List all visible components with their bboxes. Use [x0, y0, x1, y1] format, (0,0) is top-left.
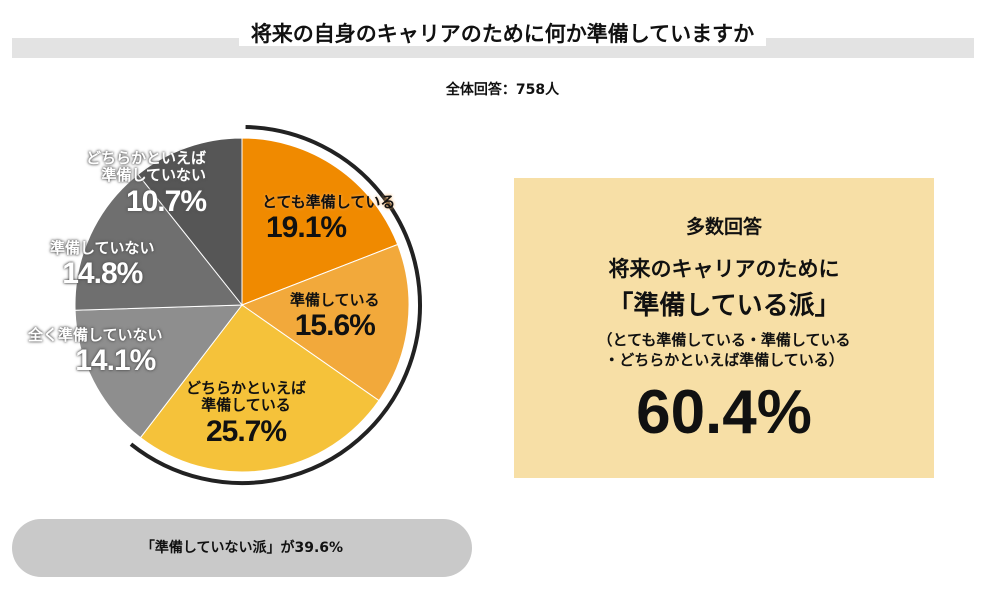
- chart-title: 将来の自身のキャリアのために何か準備していますか: [0, 18, 1005, 48]
- pie-slice-4: [74, 173, 244, 311]
- label-slice-0: とても準備している 19.1%: [262, 193, 396, 245]
- majority-summary-box: 多数回答 将来のキャリアのために 「準備している派」 （とても準備している・準備…: [514, 178, 934, 478]
- pie-slice-0: [241, 137, 399, 306]
- not-prepared-summary: 「準備していない派」が39.6%: [12, 519, 472, 577]
- summary-line1: 将来のキャリアのために: [608, 257, 840, 281]
- label-slice-3: 全く準備していない 14.1%: [28, 326, 163, 378]
- pie-slice-3: [74, 304, 244, 439]
- pie-slice-1: [240, 243, 410, 402]
- label-slice-2: どちらかといえば 準備している 25.7%: [186, 379, 307, 448]
- label-slice-1: 準備している 15.6%: [290, 291, 380, 343]
- summary-line2: 「準備している派」: [607, 291, 841, 321]
- pie-slice-5: [137, 137, 243, 307]
- summary-value: 60.4%: [636, 377, 812, 447]
- pie-slice-2: [139, 304, 380, 473]
- summary-note: （とても準備している・準備している ・どちらかといえば準備している）: [597, 331, 851, 370]
- total-respondents: 全体回答：758人: [445, 82, 560, 98]
- label-slice-5: どちらかといえば 準備していない 10.7%: [86, 149, 207, 218]
- summary-heading: 多数回答: [685, 216, 762, 238]
- prepared-group-arc: [129, 125, 422, 485]
- label-slice-4: 準備していない 14.8%: [50, 239, 155, 291]
